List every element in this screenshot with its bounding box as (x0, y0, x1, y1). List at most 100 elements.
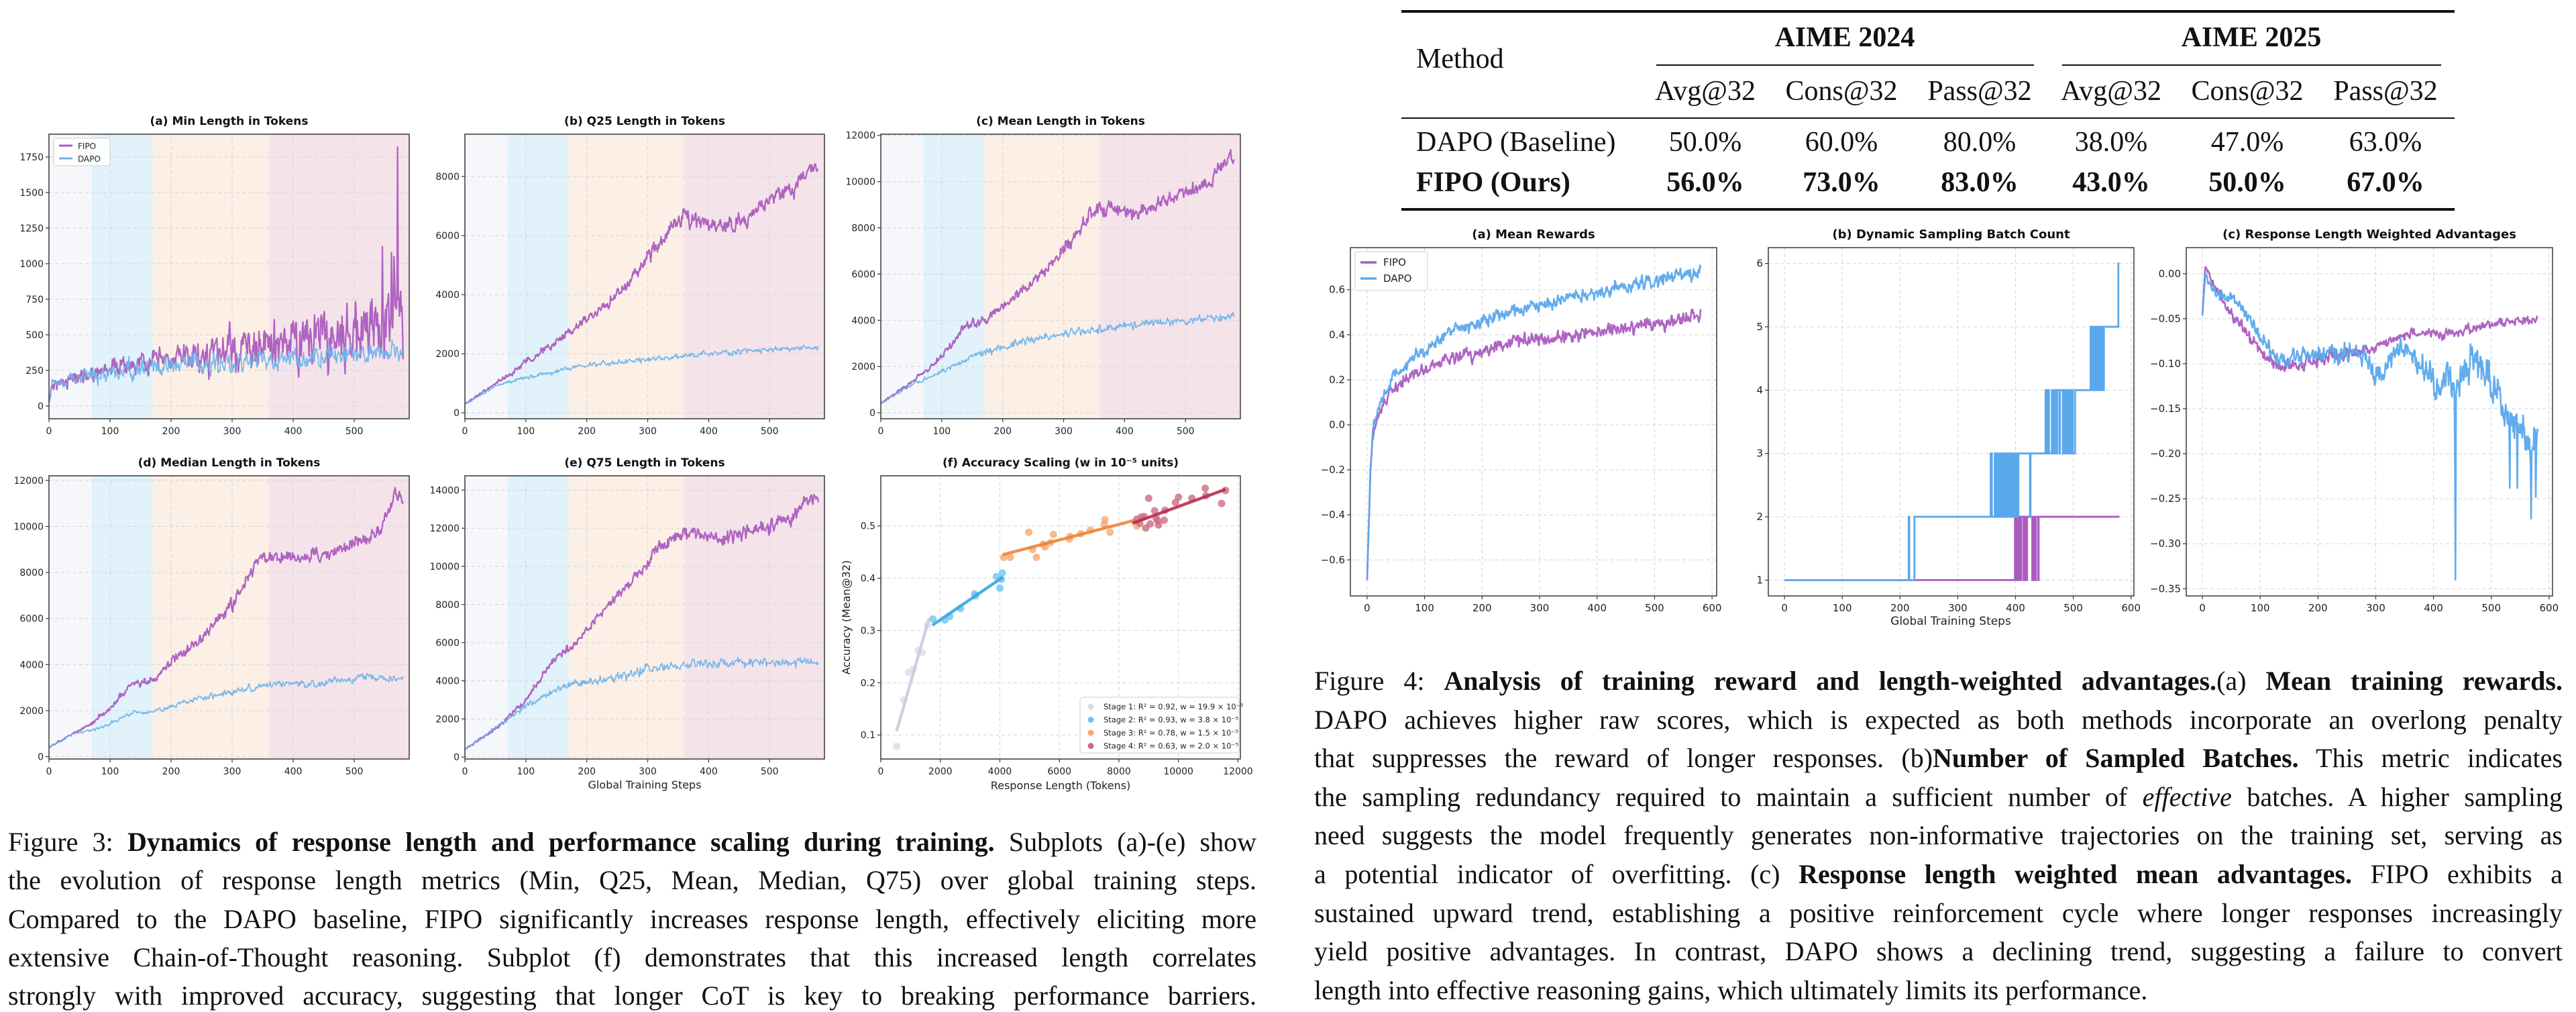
y-tick-label: 1250 (19, 223, 44, 234)
plot-marks (465, 163, 819, 405)
scatter-point-stage-3 (1106, 528, 1114, 536)
y-tick-label: 4000 (435, 676, 460, 687)
y-tick-label: 0.5 (861, 521, 875, 532)
caption-text: This metric indicates (2298, 743, 2563, 774)
caption-line: yield positive advantages. In contrast, … (1314, 935, 2563, 968)
plot-border (48, 134, 410, 419)
caption-line: a potential indicator of overfitting. (c… (1314, 858, 2563, 891)
x-tick-label: 500 (2481, 602, 2501, 614)
chart-rc: 0 100 200 300 400 500 600 0.00 −0.05 −0.10 −0.15 −0… (2150, 227, 2559, 614)
caption-text: DAPO achieves higher raw scores, which i… (1314, 704, 2563, 735)
legend-entry: Stage 1: R² = 0.92, w = 19.9 × 10⁻⁵ (1104, 702, 1244, 711)
scatter-point-stage-4 (1146, 520, 1155, 528)
table-group-aime-2024: AIME 2024 (1774, 22, 1915, 53)
x-tick-label: 0 (878, 766, 884, 777)
y-tick-label: 0 (38, 752, 44, 763)
y-tick-label: 4000 (19, 660, 44, 670)
series-line-fipo (881, 148, 1235, 404)
y-tick-label: −0.25 (2150, 493, 2181, 505)
caption-line: the evolution of response length metrics… (8, 864, 1256, 897)
caption-text: batches. A higher sampling (2231, 781, 2563, 812)
plot-border (464, 134, 825, 419)
table-bottom-rule (1401, 208, 2455, 211)
y-tick-label: −0.05 (2150, 313, 2181, 325)
stage-band (152, 476, 269, 759)
stage-band (507, 476, 569, 759)
caption-line: strongly with improved accuracy, suggest… (8, 980, 1256, 1012)
y-tick-label: 4 (1756, 384, 1763, 396)
stage-band (268, 134, 409, 419)
x-tick-label: 100 (101, 766, 119, 777)
table-cell: 50.0% (1668, 127, 1742, 158)
x-tick-label: 12000 (1223, 766, 1253, 777)
table-cell: 67.0% (2347, 167, 2424, 198)
table-subheader: Avg@32 (2061, 76, 2161, 107)
x-tick-label: 200 (162, 766, 180, 777)
y-tick-label: −0.35 (2150, 583, 2181, 595)
caption-text: yield positive advantages. In contrast, … (1314, 936, 2563, 967)
x-tick-label: 500 (345, 426, 364, 437)
chart-title: (d) Median Length in Tokens (138, 456, 321, 470)
plot-marks (893, 485, 1230, 750)
x-tick-label: 500 (761, 766, 779, 777)
y-tick-label: 1000 (19, 259, 44, 270)
x-tick-label: 6000 (1047, 766, 1071, 777)
x-axis-label: Global Training Steps (1890, 615, 2011, 628)
caption-text: (a) (2216, 666, 2266, 696)
plot-border (1768, 247, 2135, 597)
legend-box (1079, 697, 1240, 754)
x-tick-label: 8000 (1107, 766, 1131, 777)
series-line-fipo (49, 487, 405, 749)
plot-border (880, 134, 1241, 419)
x-tick-label: 600 (2540, 602, 2559, 614)
scatter-point-stage-3 (1032, 553, 1040, 561)
caption-text: FIPO exhibits a (2352, 859, 2563, 889)
x-tick-label: 400 (2424, 602, 2443, 614)
y-tick-label: −0.4 (1321, 509, 1345, 521)
fit-line-stage-3 (1002, 518, 1138, 556)
x-tick-label: 300 (639, 766, 657, 777)
y-tick-label: 0.2 (1329, 374, 1345, 386)
caption-line: extensive Chain-of-Thought reasoning. Su… (8, 942, 1256, 974)
table-cell: 47.0% (2210, 127, 2284, 158)
table-cell: 50.0% (2208, 167, 2286, 198)
y-tick-label: −0.30 (2150, 538, 2181, 550)
scatter-point-stage-1 (893, 742, 901, 750)
fit-line-stage-4 (1132, 488, 1226, 525)
x-tick-label: 500 (761, 426, 779, 437)
series-line-fipo (465, 494, 820, 751)
x-tick-label: 0 (462, 766, 468, 777)
series-line-dapo (2201, 273, 2538, 581)
y-tick-label: 1 (1756, 574, 1763, 586)
x-tick-label: 300 (1055, 426, 1073, 437)
chart-f: 0 2000 4000 6000 8000 10000 12000 0.1 0.2 0.3 0.4 0… (840, 456, 1253, 792)
plot-area (1768, 248, 2134, 596)
y-tick-label: −0.10 (2150, 358, 2181, 370)
y-tick-label: 6000 (435, 638, 460, 649)
series-line-dapo (465, 344, 819, 405)
x-tick-label: 600 (1703, 602, 1722, 614)
caption-text: Mean training rewards. (2265, 666, 2563, 696)
x-tick-label: 200 (2308, 602, 2328, 614)
caption-line: sustained upward trend, establishing a p… (1314, 897, 2563, 929)
table-cmidrule-2024 (1656, 64, 2034, 66)
scatter-point-stage-3 (1049, 530, 1057, 538)
table-cell: 56.0% (1666, 167, 1744, 198)
scatter-point-stage-4 (1150, 507, 1159, 515)
x-tick-label: 0 (878, 426, 884, 437)
x-tick-label: 400 (700, 766, 718, 777)
scatter-point-stage-2 (996, 584, 1004, 592)
scatter-point-stage-4 (1175, 493, 1183, 501)
y-tick-label: 750 (25, 295, 44, 305)
series-line-fipo (1366, 308, 1702, 580)
x-tick-label: 500 (1645, 602, 1664, 614)
x-tick-label: 4000 (988, 766, 1012, 777)
x-tick-label: 0 (1781, 602, 1788, 614)
caption-text: Compared to the DAPO baseline, FIPO sign… (8, 903, 1256, 934)
x-tick-label: 200 (162, 426, 180, 437)
x-tick-label: 300 (2366, 602, 2385, 614)
x-tick-label: 200 (578, 426, 596, 437)
caption-text: the evolution of response length metrics… (8, 865, 1256, 896)
y-tick-label: 250 (25, 366, 44, 376)
y-tick-label: 0.00 (2159, 268, 2181, 280)
